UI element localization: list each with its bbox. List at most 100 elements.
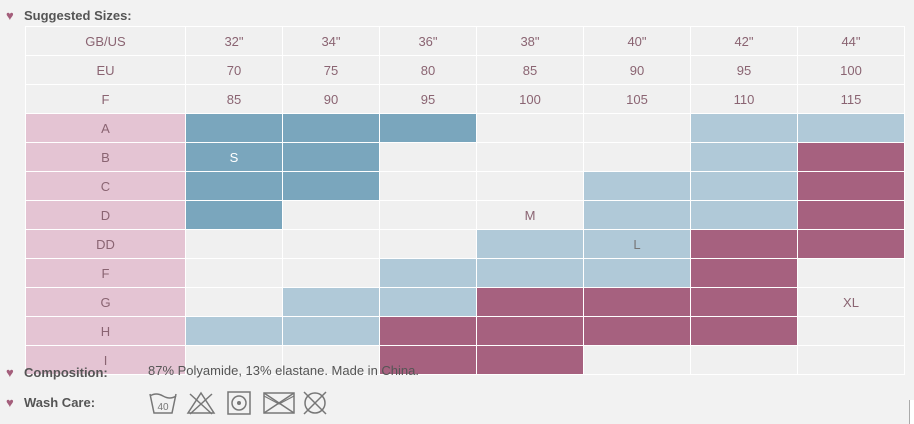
cup-label: A — [25, 113, 186, 143]
size-cell — [282, 200, 380, 230]
size-cell — [690, 345, 798, 375]
size-cell — [797, 171, 905, 201]
cup-label: F — [25, 258, 186, 288]
size-cell — [185, 258, 283, 288]
size-cell: M — [476, 200, 584, 230]
cup-row: G XL — [25, 287, 905, 317]
cup-label: G — [25, 287, 186, 317]
size-cell — [185, 171, 283, 201]
wash-care-label: Wash Care: — [24, 394, 96, 410]
size-cell — [282, 316, 380, 346]
size-cell — [583, 200, 691, 230]
composition-heading: ♥ Composition: — [6, 363, 108, 381]
header-label: F — [25, 84, 186, 114]
size-cell — [379, 229, 477, 259]
header-value: 100 — [797, 55, 905, 85]
size-cell — [379, 200, 477, 230]
heart-icon: ♥ — [6, 7, 14, 23]
size-cell — [476, 345, 584, 375]
size-cell — [476, 113, 584, 143]
size-cell — [797, 113, 905, 143]
size-cell — [379, 113, 477, 143]
size-cell — [476, 258, 584, 288]
header-value: 70 — [185, 55, 283, 85]
svg-text:40: 40 — [157, 402, 169, 413]
cup-row: C — [25, 171, 905, 201]
size-cell — [379, 142, 477, 172]
size-cell — [690, 287, 798, 317]
cup-row: A — [25, 113, 905, 143]
cup-label: I — [25, 345, 186, 375]
size-cell — [690, 229, 798, 259]
header-value: 42" — [690, 26, 798, 56]
no-dryclean-icon — [300, 390, 330, 416]
cup-label: B — [25, 142, 186, 172]
size-cell — [476, 287, 584, 317]
cup-label: DD — [25, 229, 186, 259]
size-cell — [379, 171, 477, 201]
header-value: 44" — [797, 26, 905, 56]
size-cell — [476, 316, 584, 346]
header-value: 85 — [476, 55, 584, 85]
header-label: GB/US — [25, 26, 186, 56]
header-value: 95 — [379, 84, 477, 114]
size-cell — [797, 345, 905, 375]
header-value: 115 — [797, 84, 905, 114]
size-cell — [282, 287, 380, 317]
size-cell — [583, 171, 691, 201]
size-cell — [282, 113, 380, 143]
cup-label: C — [25, 171, 186, 201]
header-label: EU — [25, 55, 186, 85]
size-cell — [185, 287, 283, 317]
cup-row: I — [25, 345, 905, 375]
size-chart: GB/US 32" 34" 36" 38" 40" 42" 44" EU 70 75 80 85 90 95… — [25, 26, 905, 375]
size-cell — [282, 229, 380, 259]
header-value: 90 — [282, 84, 380, 114]
size-cell: XL — [797, 287, 905, 317]
size-cell — [690, 142, 798, 172]
header-row: GB/US 32" 34" 36" 38" 40" 42" 44" — [25, 26, 905, 56]
header-value: 36" — [379, 26, 477, 56]
size-cell — [583, 287, 691, 317]
size-cell — [797, 316, 905, 346]
header-row: EU 70 75 80 85 90 95 100 — [25, 55, 905, 85]
size-cell — [690, 258, 798, 288]
size-cell — [282, 142, 380, 172]
composition-value: 87% Polyamide, 13% elastane. Made in Chi… — [148, 363, 419, 378]
size-cell — [583, 113, 691, 143]
composition-label: Composition: — [24, 364, 108, 380]
size-cell — [476, 142, 584, 172]
header-value: 110 — [690, 84, 798, 114]
size-cell — [379, 316, 477, 346]
cup-row: DD L — [25, 229, 905, 259]
no-bleach-icon — [186, 390, 216, 416]
size-cell: L — [583, 229, 691, 259]
header-value: 80 — [379, 55, 477, 85]
size-cell — [583, 316, 691, 346]
size-cell — [797, 142, 905, 172]
suggested-sizes-heading: ♥ Suggested Sizes: — [6, 6, 132, 24]
heart-icon: ♥ — [6, 364, 14, 380]
header-value: 100 — [476, 84, 584, 114]
header-value: 34" — [282, 26, 380, 56]
scrollbar-edge[interactable] — [909, 400, 914, 424]
size-cell — [379, 345, 477, 375]
no-iron-icon — [262, 390, 295, 416]
suggested-sizes-label: Suggested Sizes: — [24, 7, 132, 23]
size-cell — [583, 345, 691, 375]
size-cell — [185, 200, 283, 230]
size-cell — [583, 142, 691, 172]
header-value: 95 — [690, 55, 798, 85]
header-value: 40" — [583, 26, 691, 56]
header-value: 105 — [583, 84, 691, 114]
size-cell — [690, 113, 798, 143]
size-cell — [379, 258, 477, 288]
size-cell — [476, 229, 584, 259]
size-cell — [185, 316, 283, 346]
cup-row: F — [25, 258, 905, 288]
header-value: 85 — [185, 84, 283, 114]
cup-label: H — [25, 316, 186, 346]
size-cell — [690, 316, 798, 346]
